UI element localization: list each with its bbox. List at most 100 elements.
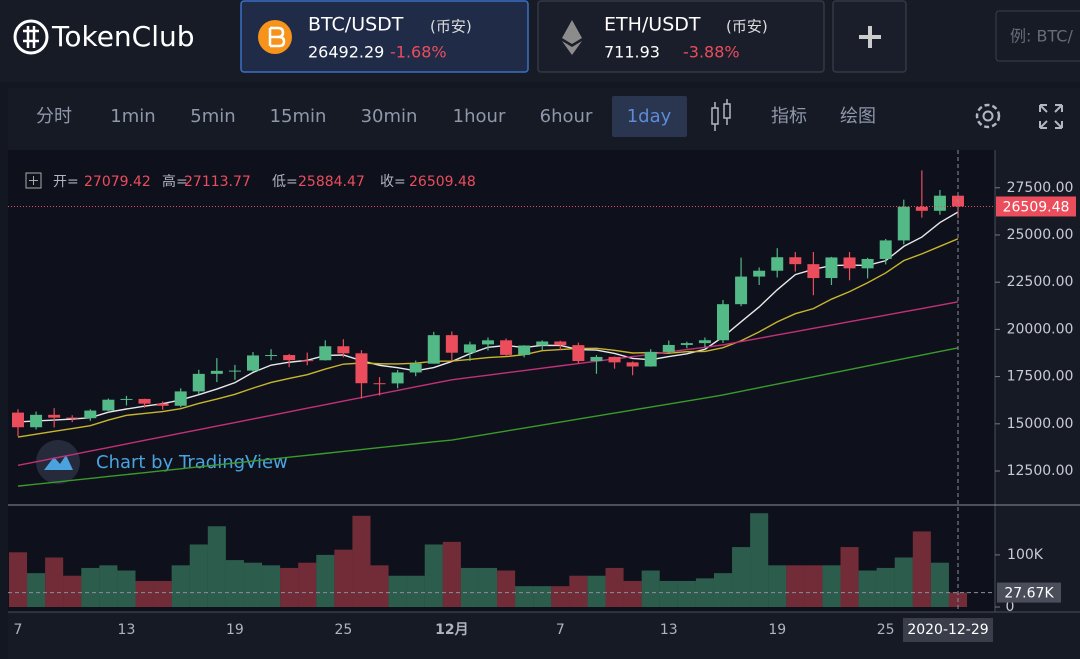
last-price-box <box>996 196 1076 217</box>
volume-bar <box>894 557 913 607</box>
x-tick-label: 13 <box>660 622 678 638</box>
volume-bar <box>262 565 281 607</box>
y-tick-label: 22500.00 <box>1007 274 1074 290</box>
volume-bar <box>171 565 190 607</box>
candle-body <box>391 372 404 384</box>
plus-icon <box>859 26 881 48</box>
candle-body <box>915 206 928 211</box>
toolbar-item[interactable]: 指标 <box>771 106 807 127</box>
volume-bar <box>605 567 624 607</box>
candle-body <box>247 355 259 371</box>
tab-price: 26492.29 <box>308 43 384 62</box>
settings-icon[interactable] <box>975 103 1001 129</box>
search-box[interactable] <box>995 10 1080 62</box>
toolbar-item[interactable]: 1day <box>627 106 672 127</box>
crosshair-date: 2020-12-29 <box>907 622 988 638</box>
candle-body <box>66 417 79 419</box>
candle-body <box>463 344 476 353</box>
volume-bar <box>912 531 931 607</box>
tab-pair: ETH/USDT <box>604 14 701 36</box>
tab-btc[interactable]: BTC/USDT (币安) 26492.29 -1.68% <box>240 0 529 73</box>
volume-bar <box>370 565 389 607</box>
x-tick-label: 25 <box>877 622 895 638</box>
volume-bar <box>63 575 82 607</box>
tab-exchange: (币安) <box>430 18 472 36</box>
candle-body <box>373 383 386 385</box>
volume-bar <box>533 586 552 607</box>
toolbar-item[interactable]: 15min <box>270 106 327 127</box>
volume-bar <box>135 580 154 607</box>
candle-body <box>84 410 97 419</box>
moving-average <box>17 347 959 487</box>
toolbar-item[interactable]: 绘图 <box>840 106 876 127</box>
volume-bar <box>732 547 751 607</box>
volume-bar <box>27 573 46 607</box>
candle-body <box>337 346 350 354</box>
candle-type-icon[interactable] <box>711 99 731 131</box>
add-tab[interactable] <box>832 0 907 73</box>
ohlc-label: 高= <box>162 173 188 190</box>
volume-bar <box>840 547 859 607</box>
candle-body <box>174 391 187 406</box>
toolbar-item[interactable]: 1hour <box>453 106 506 127</box>
watermark-glyph <box>44 455 73 470</box>
volume-bar <box>45 557 64 607</box>
volume-bar <box>822 565 841 607</box>
volume-bar <box>424 544 443 607</box>
toolbar-item[interactable]: 30min <box>361 106 418 127</box>
candle-body <box>156 403 169 406</box>
icon-part <box>982 110 994 122</box>
candle-body <box>626 362 639 367</box>
volume-tick-label: 100K <box>1007 547 1044 563</box>
toolbar-item[interactable]: 6hour <box>540 106 593 127</box>
toolbar-item[interactable]: 1min <box>110 106 155 127</box>
y-tick-label: 15000.00 <box>1007 416 1074 432</box>
candle-body <box>789 257 802 265</box>
volume-bar <box>189 544 208 607</box>
volume-bar <box>478 567 498 607</box>
toolbar-item[interactable]: 分时 <box>36 106 72 127</box>
last-volume-label: 27.67K <box>1004 586 1054 602</box>
tab-eth[interactable]: ETH/USDT (币安) 711.93 -3.88% <box>537 0 825 73</box>
moving-average <box>17 238 959 438</box>
candle-body <box>445 335 458 353</box>
candle-body <box>897 206 910 241</box>
volume-bar <box>225 560 244 607</box>
candle-body <box>265 355 278 357</box>
last-price-label: 26509.48 <box>1003 199 1070 215</box>
candle-body <box>355 353 368 384</box>
legend-toggle-glyph <box>29 176 38 185</box>
volume-bar <box>804 565 823 607</box>
candle-body <box>409 363 422 373</box>
y-tick-label: 27500.00 <box>1007 180 1074 196</box>
logo-text: TokenClub <box>51 20 195 53</box>
volume-bar <box>442 541 461 607</box>
volume-bar <box>930 562 949 607</box>
volume-bar <box>623 580 642 607</box>
toolbar-item[interactable]: 5min <box>190 106 235 127</box>
volume-bar <box>750 513 769 607</box>
candle-body <box>861 258 874 269</box>
x-tick-label: 7 <box>14 622 23 638</box>
fullscreen-icon[interactable] <box>1039 104 1063 129</box>
candle-body <box>518 345 531 355</box>
x-tick-label: 25 <box>334 622 352 638</box>
plot: 12500.00 15000.00 17500.00 20000.00 22500.00… <box>8 150 1076 642</box>
moving-average <box>17 301 959 467</box>
legend-toggle[interactable] <box>25 172 42 189</box>
candle-body <box>717 304 729 341</box>
volume-bar <box>587 575 606 607</box>
volume-bar <box>8 552 28 607</box>
volume-bar <box>316 554 335 607</box>
x-tick-label: 7 <box>556 622 565 638</box>
volume-bar <box>768 565 787 607</box>
volume-bar <box>117 570 136 607</box>
ohlc-label: 开= <box>53 174 79 190</box>
candle-body <box>680 343 693 345</box>
candle-body <box>825 257 838 279</box>
volume-bar <box>243 562 263 607</box>
candle-body <box>120 398 133 400</box>
ohlc-value: 26509.48 <box>409 174 476 190</box>
eth-icon <box>562 20 582 55</box>
